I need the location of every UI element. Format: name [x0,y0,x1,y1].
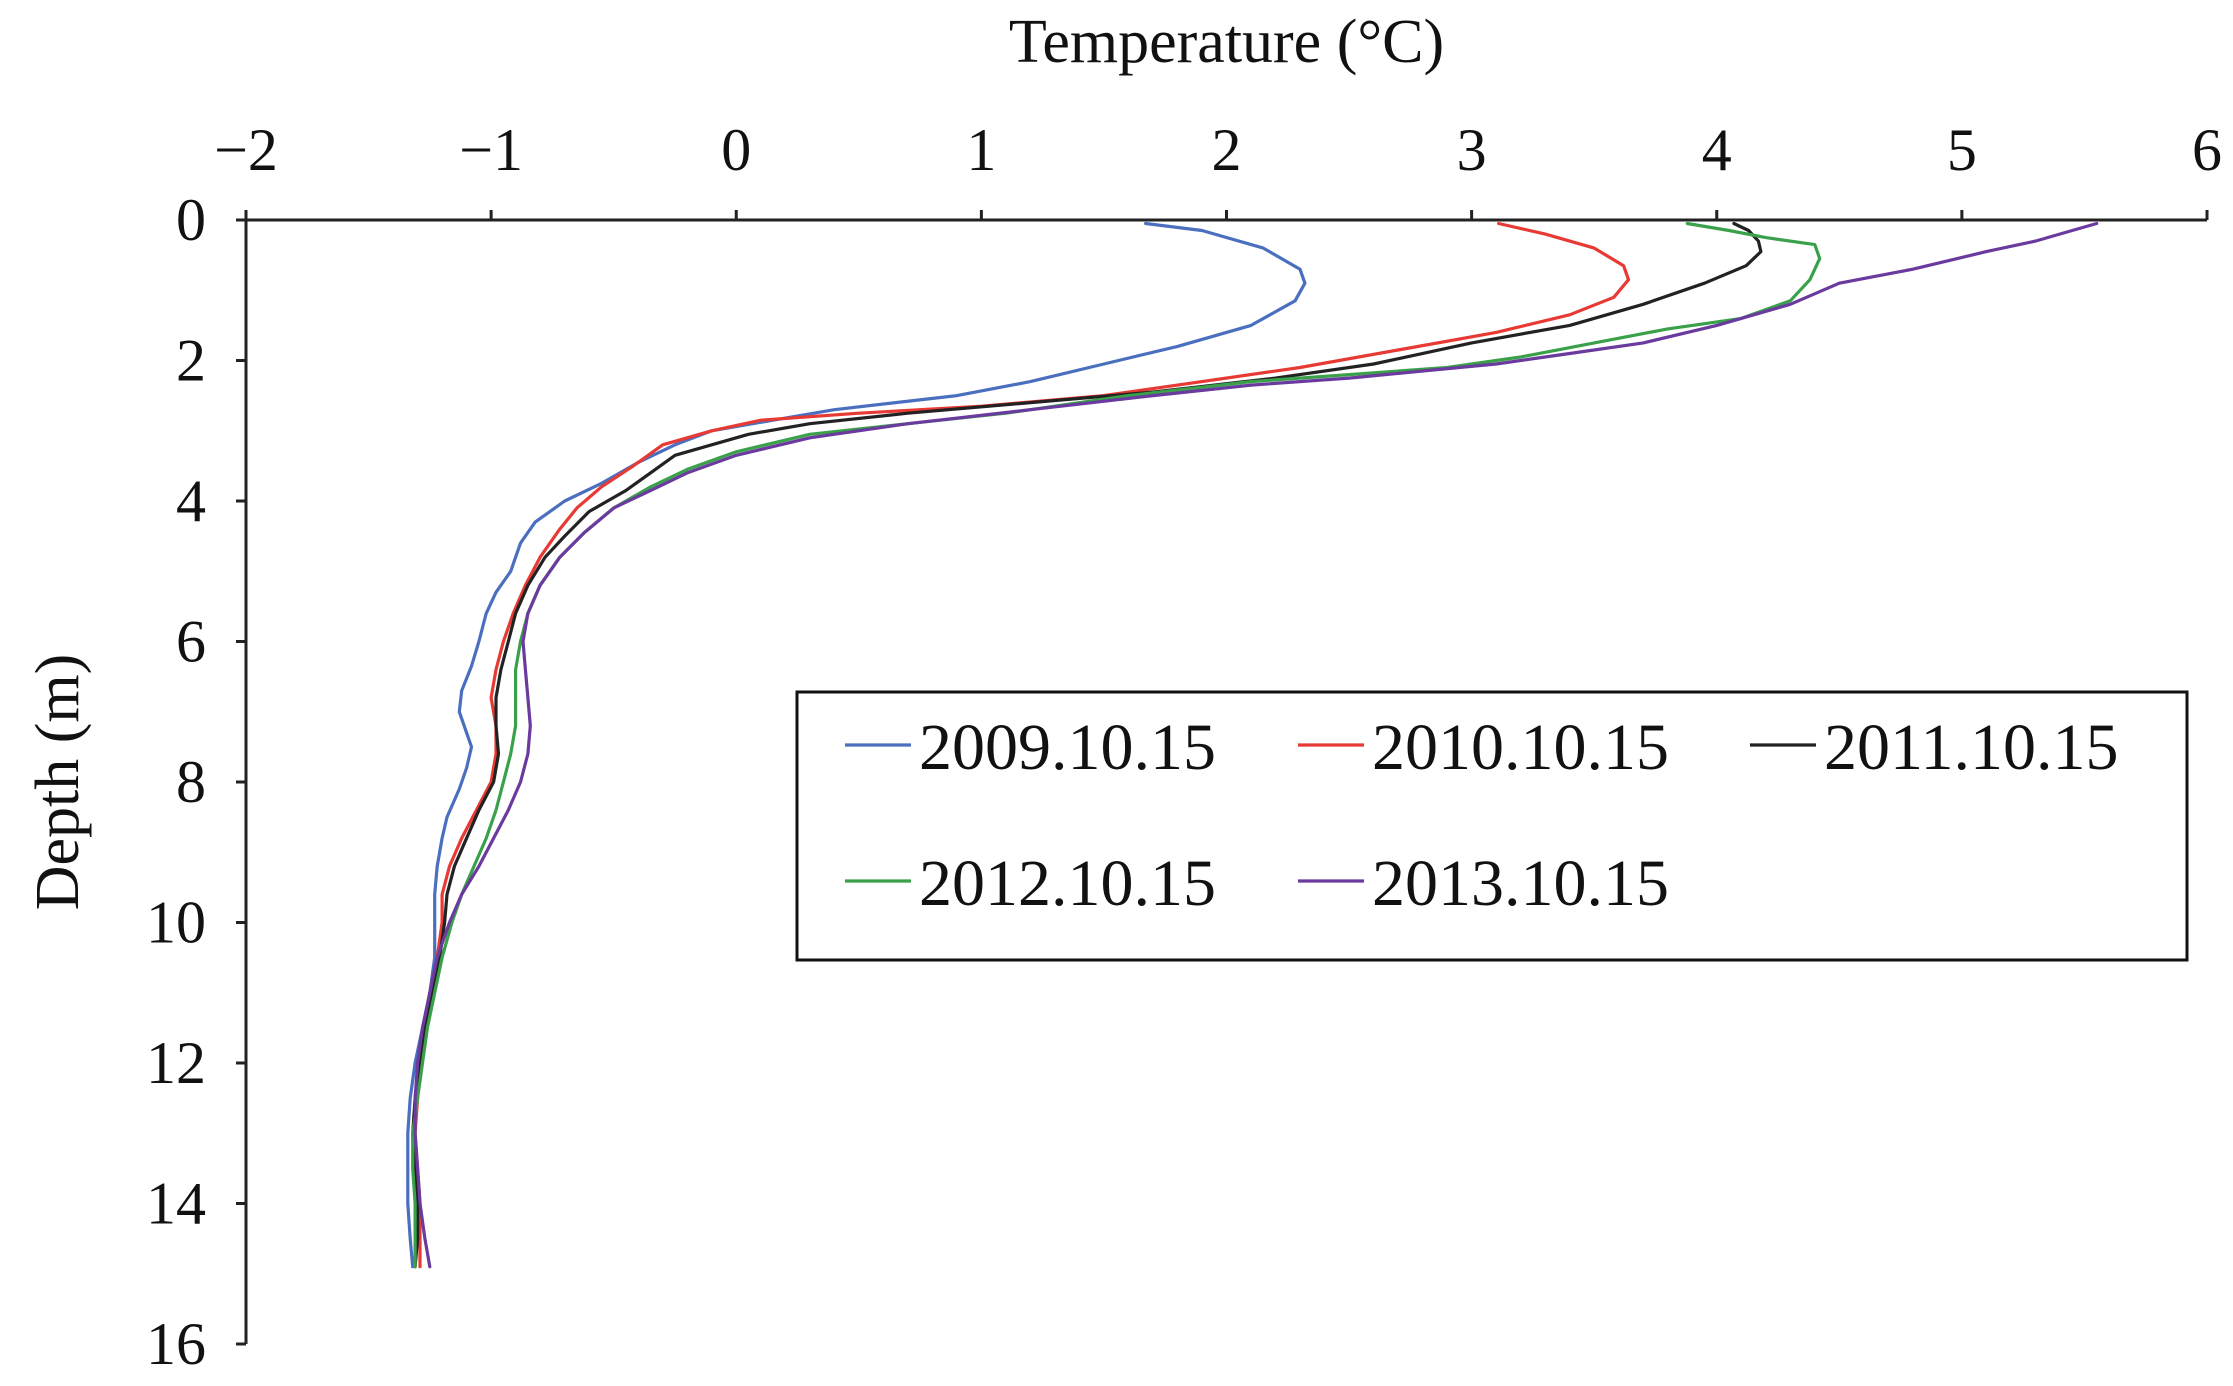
x-tick-label: 4 [1702,117,1732,183]
x-tick-label: 3 [1457,117,1487,183]
x-tick-label: −2 [214,117,278,183]
legend: 2009.10.15 2010.10.15 2011.10.15 2012.10.15… [795,690,2189,962]
y-axis-title: Depth (m) [24,654,92,911]
series-line-2011-10-15 [411,221,1763,1269]
legend-label: 2012.10.15 [919,847,1216,920]
x-axis-ticks: −2 −1 0 1 2 3 4 5 6 [214,117,2222,220]
x-tick-label: 1 [966,117,996,183]
y-tick-label: 4 [176,468,206,534]
y-tick-label: 8 [176,749,206,815]
y-tick-label: 2 [176,328,206,394]
x-tick-label: 2 [1212,117,1242,183]
legend-label: 2011.10.15 [1824,711,2119,784]
legend-label: 2009.10.15 [919,711,1216,784]
x-tick-label: −1 [459,117,523,183]
x-axis-title: Temperature (°C) [1009,8,1444,76]
series-line-2013-10-15 [413,221,2099,1269]
y-tick-label: 6 [176,609,206,675]
x-tick-label: 6 [2192,117,2222,183]
y-tick-label: 0 [176,187,206,253]
series-lines [406,221,2099,1269]
y-axis-ticks: 0 2 4 6 8 10 12 14 16 [146,187,246,1377]
y-tick-label: 10 [146,890,206,956]
x-tick-label: 5 [1947,117,1977,183]
y-tick-label: 12 [146,1030,206,1096]
legend-box [795,690,2189,962]
y-tick-label: 14 [146,1171,206,1237]
x-tick-label: 0 [721,117,751,183]
legend-label: 2010.10.15 [1372,711,1669,784]
y-tick-label: 16 [146,1311,206,1377]
legend-label: 2013.10.15 [1372,847,1669,920]
